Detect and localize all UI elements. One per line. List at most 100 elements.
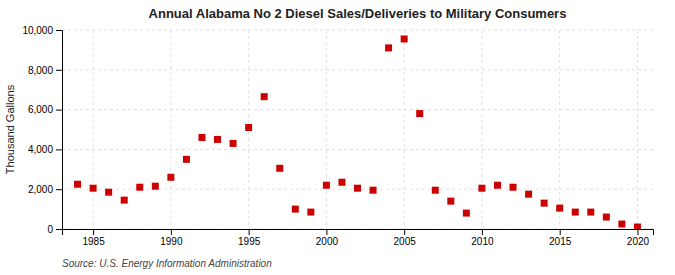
grid-line-x [637,30,638,229]
point [292,206,299,213]
grid-line-y [62,30,653,31]
x-axis-line [63,230,654,236]
y-axis-line [56,31,63,230]
x-tick-label: 2015 [549,236,572,247]
x-axis: 1985 1990 1995 2000 2005 2010 2015 2020 [63,229,654,247]
point [447,198,454,205]
y-tick-mark [56,110,62,111]
point [198,134,205,141]
point [245,124,252,131]
point [603,214,610,221]
x-tick: 2020 [627,229,650,247]
point [121,197,128,204]
point [463,210,470,217]
y-tick-mark [56,189,62,190]
x-tick: 2005 [394,229,417,247]
x-tick-mark [171,229,172,235]
x-tick-mark [560,229,561,235]
x-tick: 2010 [471,229,494,247]
y-tick-mark [56,30,62,31]
point [354,185,361,192]
grid-line-x [93,30,94,229]
grid-line-y [62,69,653,70]
point [323,182,330,189]
point [307,209,314,216]
point [261,93,268,100]
point [572,209,579,216]
plot: 1985 1990 1995 2000 2005 2010 2015 2020 0 2,000 4,… [22,25,653,247]
y-tick: 10,000 [22,25,62,36]
x-tick-label: 1995 [238,236,261,247]
chart: 1985 1990 1995 2000 2005 2010 2015 2020 0 2,000 4,… [0,0,675,275]
grid-line-x [481,30,482,229]
grid [62,30,653,229]
y-tick: 4,000 [28,144,62,155]
y-tick-label: 10,000 [22,25,53,36]
point [74,181,81,188]
y-tick-label: 0 [47,224,53,235]
y-tick-label: 6,000 [28,104,53,115]
y-tick-label: 2,000 [28,184,53,195]
point [385,44,392,51]
x-tick-mark [404,229,405,235]
y-tick-label: 4,000 [28,144,53,155]
grid-line-y [62,149,653,150]
x-tick-label: 2020 [627,236,650,247]
x-tick-label: 2005 [394,236,417,247]
y-axis: 0 2,000 4,000 6,000 8,000 10,000 [22,25,62,235]
point [618,221,625,228]
point [525,191,532,198]
x-tick-mark [637,229,638,235]
x-tick: 1985 [82,229,105,247]
x-tick: 1995 [238,229,261,247]
x-tick-label: 1985 [82,236,105,247]
point [167,174,174,181]
grid-line-y [62,109,653,110]
point [370,187,377,194]
x-tick-mark [326,229,327,235]
y-tick-mark [56,229,62,230]
x-tick-mark [482,229,483,235]
y-tick: 2,000 [28,184,62,195]
x-tick-label: 1990 [160,236,183,247]
point [276,165,283,172]
point [401,35,408,42]
point [136,184,143,191]
point [214,136,221,143]
point [338,179,345,186]
point [416,110,423,117]
point [634,224,641,229]
point [432,187,439,194]
point [556,205,563,212]
point [541,200,548,207]
y-tick: 0 [47,224,62,235]
y-tick-mark [56,149,62,150]
x-tick-mark [93,229,94,235]
grid-line-x [326,30,327,229]
x-tick-mark [249,229,250,235]
source: Source: U.S. Energy Information Administ… [62,258,272,269]
point [90,185,97,192]
y-tick-mark [56,70,62,71]
point [230,140,237,147]
grid-line-x [170,30,171,229]
y-tick: 6,000 [28,104,62,115]
points [74,35,641,229]
point [494,182,501,189]
y-axis-label: Thousand Gallons [4,84,16,174]
grid-line-x [404,30,405,229]
x-tick: 1990 [160,229,183,247]
point [152,183,159,190]
x-tick: 2000 [316,229,339,247]
title: Annual Alabama No 2 Diesel Sales/Deliver… [149,6,567,21]
y-tick-label: 8,000 [28,65,53,76]
point [105,189,112,196]
x-tick: 2015 [549,229,572,247]
point [478,185,485,192]
point [587,209,594,216]
x-tick-label: 2010 [471,236,494,247]
y-tick: 8,000 [28,65,62,76]
point [510,184,517,191]
x-tick-label: 2000 [316,236,339,247]
point [183,156,190,163]
